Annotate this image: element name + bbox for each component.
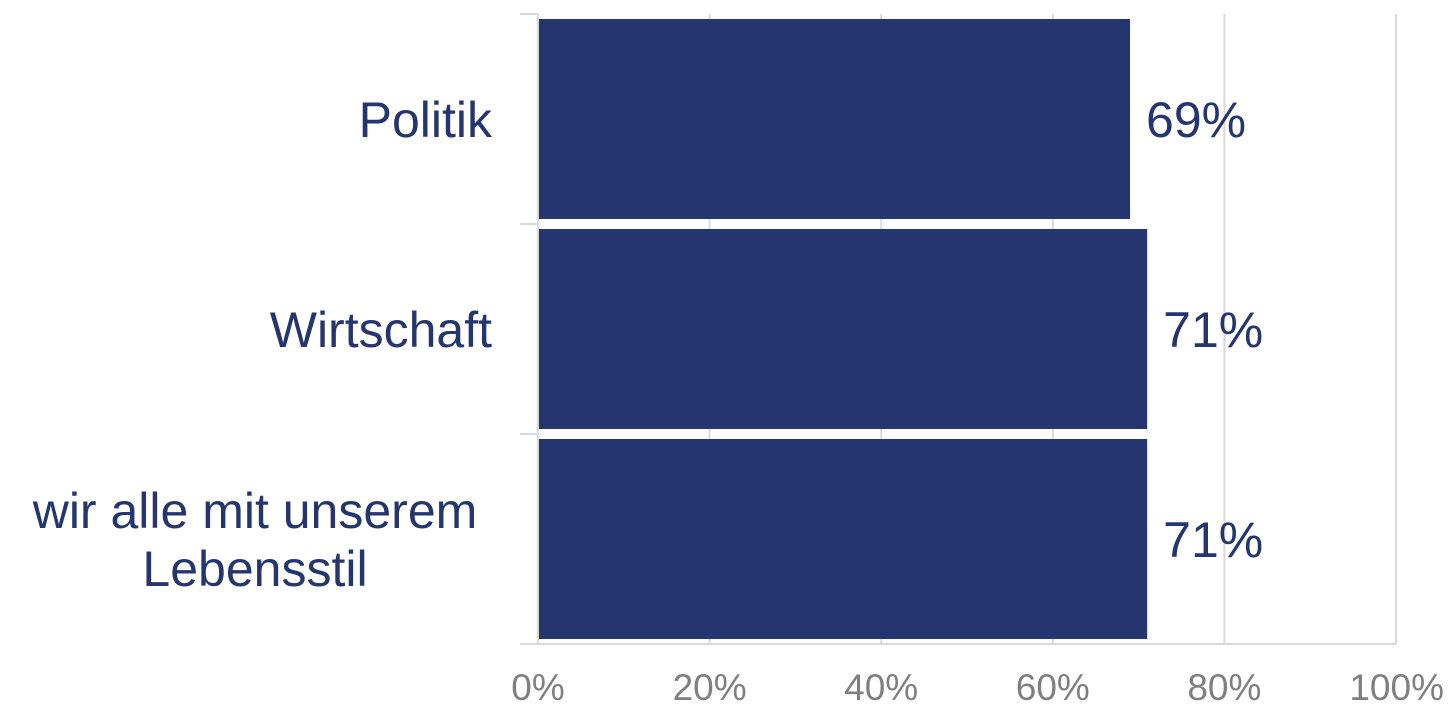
category-label-line: Politik — [359, 92, 493, 148]
bar — [538, 19, 1131, 219]
x-tick-labels: 0% 20% 40% 60% 80% 100% — [511, 667, 1444, 704]
category-label-line: Lebensstil — [142, 541, 367, 597]
category-label: Wirtschaft — [270, 302, 492, 358]
data-label: 71% — [1163, 512, 1263, 568]
x-tick-label: 40% — [844, 667, 918, 704]
value-labels: 69% 71% 71% — [1146, 92, 1263, 568]
bar — [538, 229, 1148, 429]
x-tick-label: 60% — [1016, 667, 1090, 704]
x-tick-label: 0% — [511, 667, 564, 704]
data-label: 69% — [1146, 92, 1246, 148]
x-tick-label: 100% — [1349, 667, 1444, 704]
x-tick-label: 80% — [1187, 667, 1261, 704]
category-label-line: Wirtschaft — [270, 302, 492, 358]
category-label-line: wir alle mit unserem — [32, 483, 478, 539]
category-labels: Politik Wirtschaft wir alle mit unserem Leb… — [32, 92, 493, 597]
x-tick-label: 20% — [673, 667, 747, 704]
data-label: 71% — [1163, 302, 1263, 358]
bar — [538, 439, 1148, 639]
bars — [538, 19, 1148, 639]
category-label: Politik — [359, 92, 493, 148]
category-label: wir alle mit unserem Lebensstil — [32, 483, 478, 597]
axes — [520, 13, 1396, 645]
